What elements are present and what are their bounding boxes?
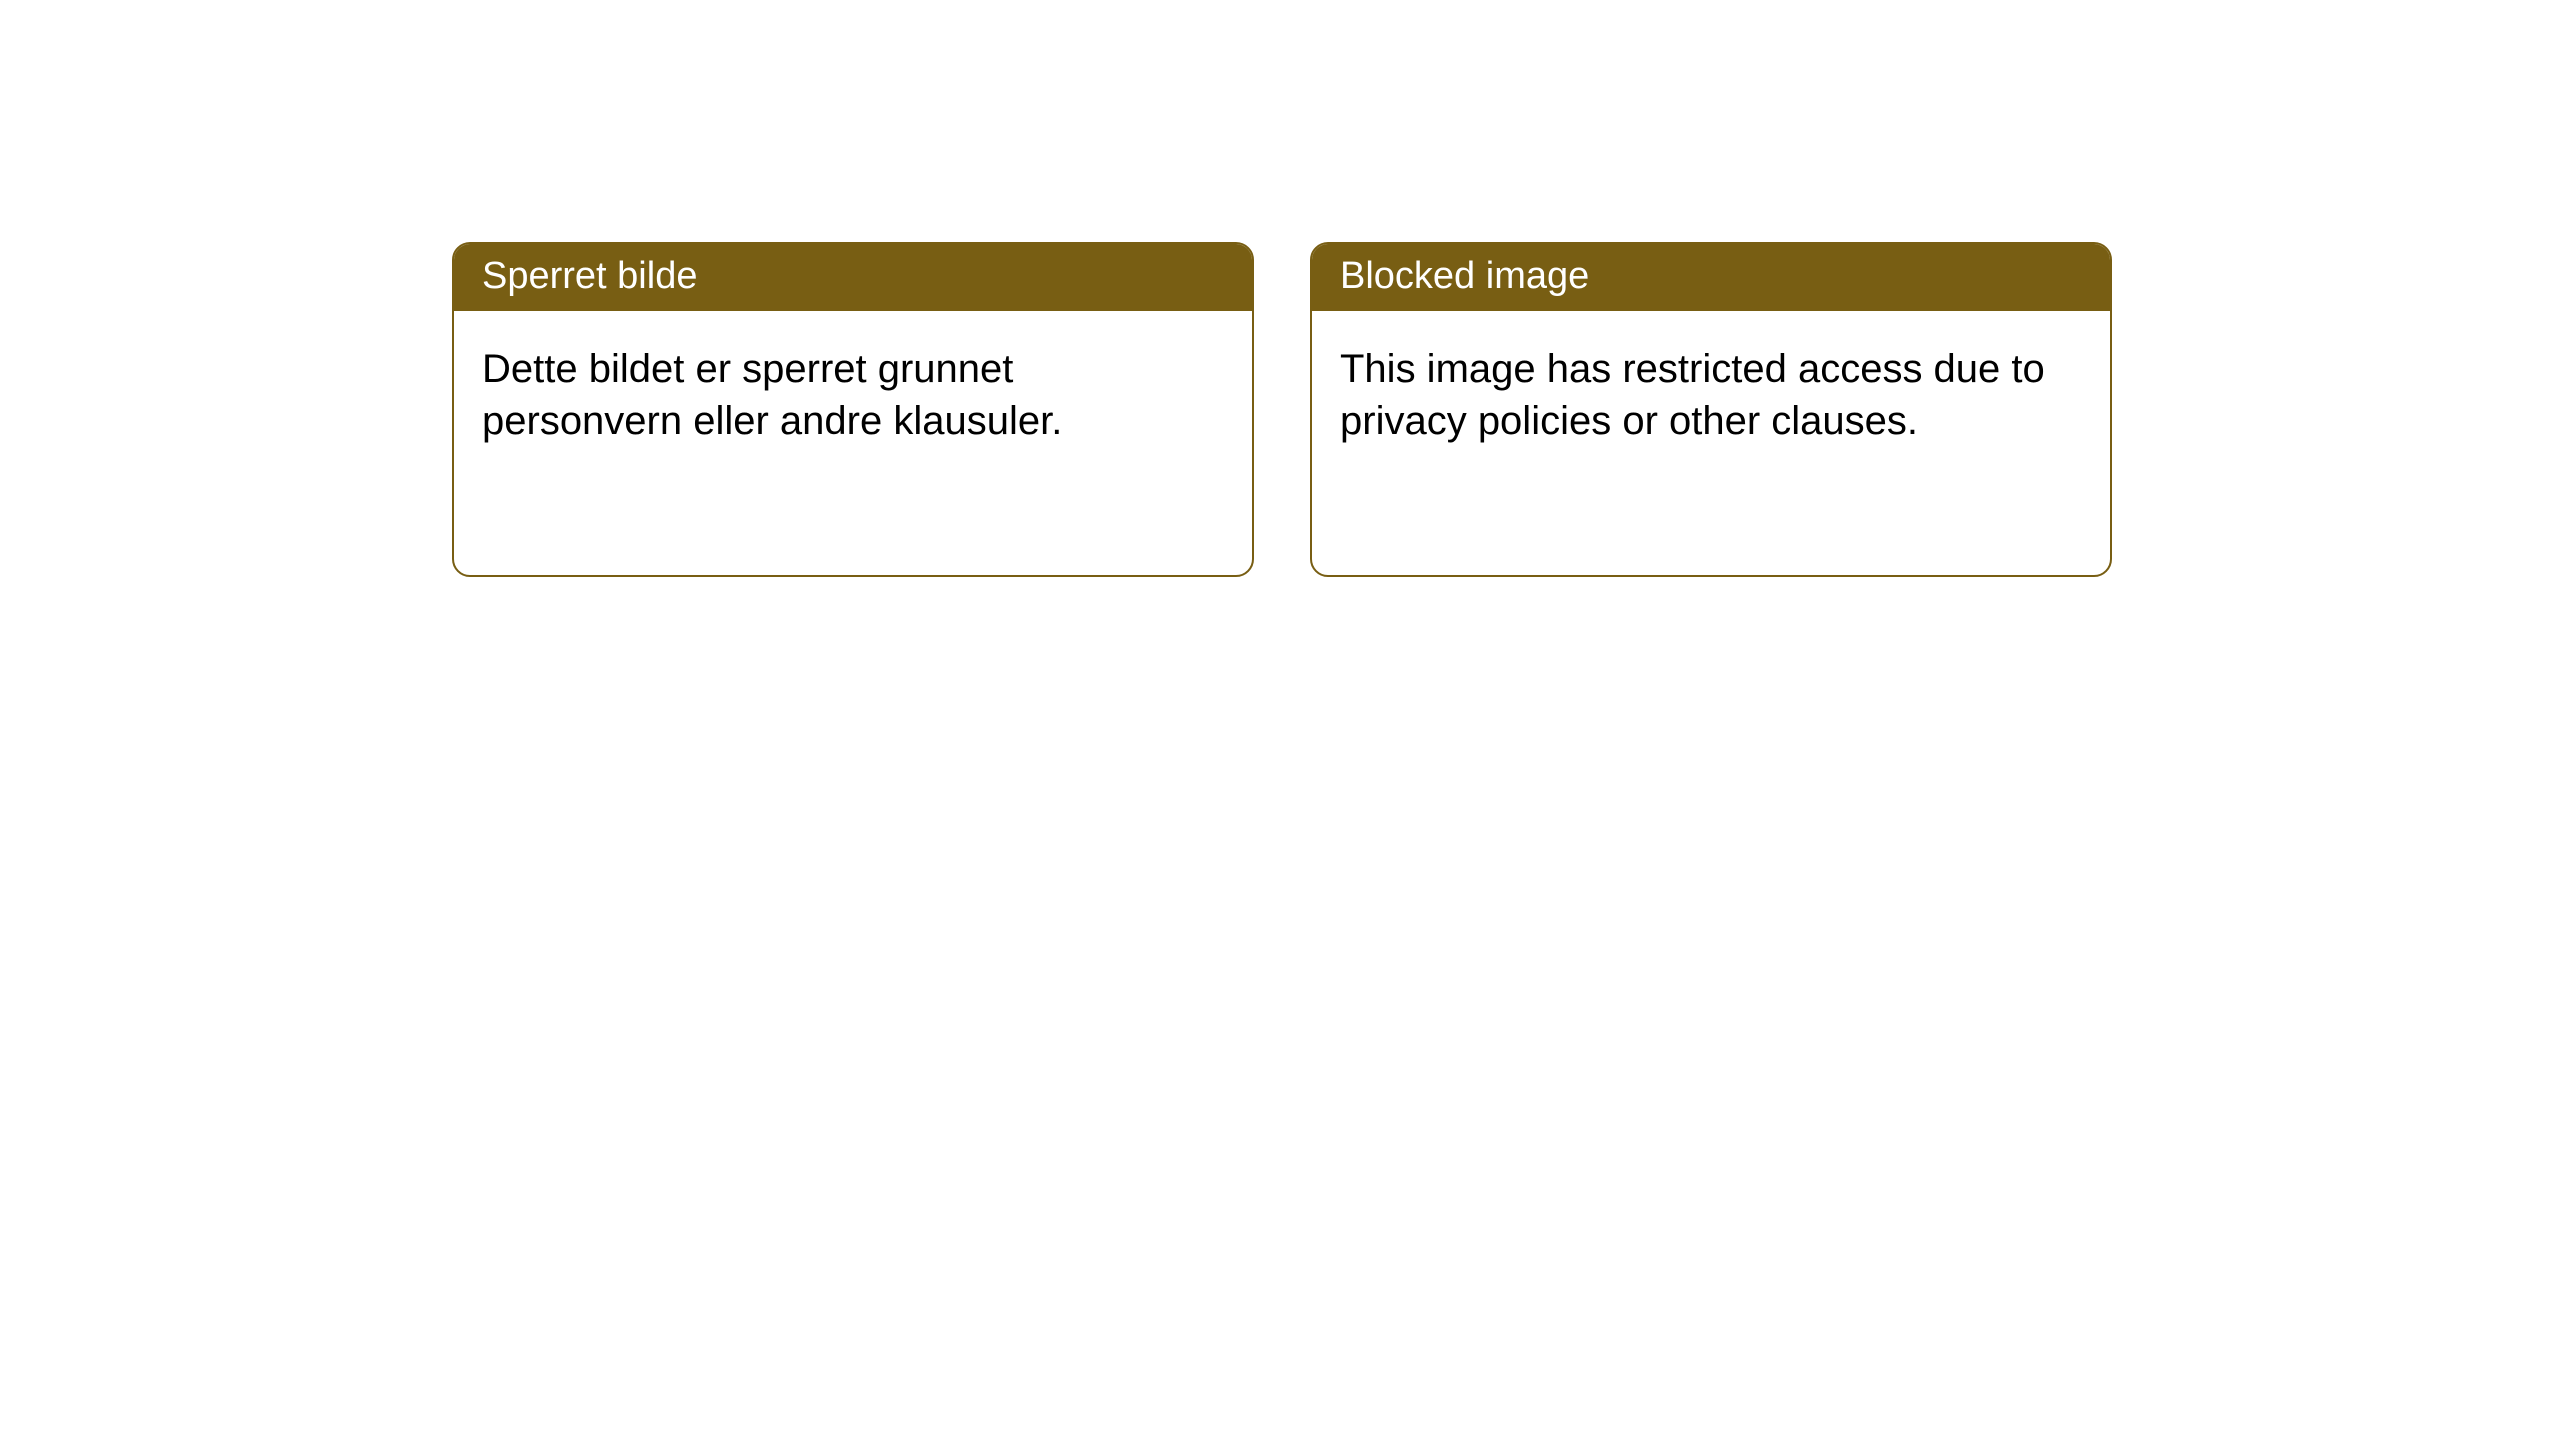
notice-message: Dette bildet er sperret grunnet personve… xyxy=(482,347,1062,443)
notice-cards-container: Sperret bilde Dette bildet er sperret gr… xyxy=(0,0,2560,577)
notice-header: Sperret bilde xyxy=(454,244,1252,311)
notice-body: Dette bildet er sperret grunnet personve… xyxy=(454,311,1252,475)
notice-header: Blocked image xyxy=(1312,244,2110,311)
notice-card-english: Blocked image This image has restricted … xyxy=(1310,242,2112,577)
notice-card-norwegian: Sperret bilde Dette bildet er sperret gr… xyxy=(452,242,1254,577)
notice-message: This image has restricted access due to … xyxy=(1340,347,2045,443)
notice-title: Sperret bilde xyxy=(482,255,697,297)
notice-title: Blocked image xyxy=(1340,255,1589,297)
notice-body: This image has restricted access due to … xyxy=(1312,311,2110,475)
